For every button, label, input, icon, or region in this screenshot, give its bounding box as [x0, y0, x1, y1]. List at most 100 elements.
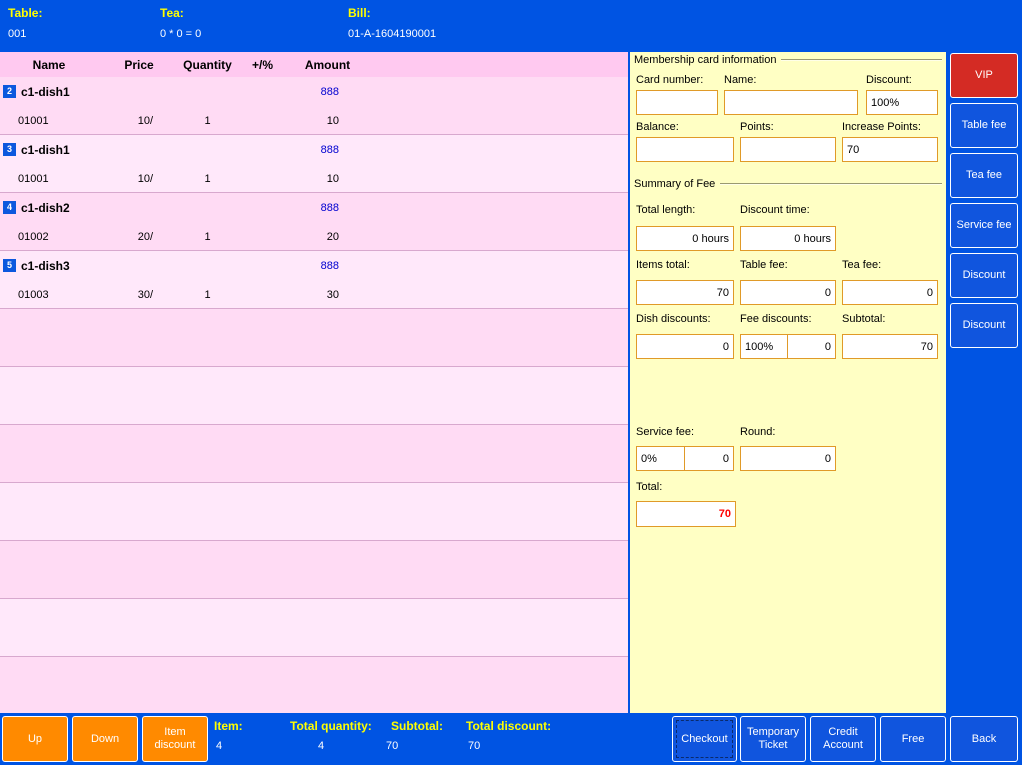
table-row[interactable]: 5 c1-dish3 888 01003 30/1 30: [0, 251, 628, 309]
balance-input[interactable]: [636, 137, 734, 162]
table-row-empty[interactable]: [0, 367, 628, 425]
dish-name: c1-dish2: [21, 200, 70, 215]
table-fee-label: Table fee:: [740, 259, 788, 271]
dish-code: 01003: [18, 288, 49, 301]
dish-quantity: 1: [204, 230, 211, 243]
group-line: [720, 183, 942, 185]
dish-price: 30/: [137, 288, 153, 301]
member-name-input[interactable]: [724, 90, 858, 115]
vip-button[interactable]: VIP: [950, 53, 1018, 98]
tea-label: Tea:: [160, 6, 184, 20]
dish-tag: 888: [320, 85, 339, 98]
service-fee-label: Service fee:: [636, 426, 695, 438]
down-button[interactable]: Down: [72, 716, 138, 762]
row-index-badge: 3: [3, 143, 16, 156]
dish-quantity: 1: [204, 288, 211, 301]
table-row-empty[interactable]: [0, 483, 628, 541]
subtotal-label: Subtotal:: [842, 313, 886, 325]
header-price: Price: [124, 57, 154, 72]
row-index-badge: 5: [3, 259, 16, 272]
group-line: [781, 59, 942, 61]
dish-quantity: 1: [204, 172, 211, 185]
table-row-empty[interactable]: [0, 657, 628, 713]
discount-button-1[interactable]: Discount: [950, 253, 1018, 298]
points-label: Points:: [740, 121, 774, 133]
tea-fee-button[interactable]: Tea fee: [950, 153, 1018, 198]
total-discount-value: 70: [468, 740, 481, 752]
dish-code: 01002: [18, 230, 49, 243]
discount-label: Discount:: [866, 74, 912, 86]
table-row[interactable]: 4 c1-dish2 888 01002 20/1 20: [0, 193, 628, 251]
total-label: Total:: [636, 481, 663, 493]
member-name-label: Name:: [724, 74, 757, 86]
dish-code: 01001: [18, 172, 49, 185]
increase-points-label: Increase Points:: [842, 121, 921, 133]
tea-fee-label: Tea fee:: [842, 259, 882, 271]
dish-discounts-label: Dish discounts:: [636, 313, 711, 325]
bill-value: 01-A-1604190001: [348, 28, 437, 40]
discount-input[interactable]: [866, 90, 938, 115]
total-input[interactable]: [636, 501, 736, 527]
table-row-empty[interactable]: [0, 599, 628, 657]
header-quantity: Quantity: [183, 57, 232, 72]
credit-account-button[interactable]: Credit Account: [810, 716, 876, 762]
total-discount-label: Total discount:: [466, 719, 552, 733]
table-row[interactable]: 3 c1-dish1 888 01001 10/1 10: [0, 135, 628, 193]
order-table-header: Name Price Quantity +/% Amount: [0, 52, 628, 77]
dish-amount: 30: [326, 288, 339, 301]
dish-code: 01001: [18, 114, 49, 127]
dish-amount: 10: [326, 114, 339, 127]
table-row-empty[interactable]: [0, 309, 628, 367]
fee-discounts-pct-input[interactable]: [740, 334, 788, 359]
item-discount-button[interactable]: Item discount: [142, 716, 208, 762]
card-number-label: Card number:: [636, 74, 704, 86]
item-count-value: 4: [216, 740, 223, 752]
fee-discounts-value-input[interactable]: [787, 334, 836, 359]
points-input[interactable]: [740, 137, 836, 162]
tea-fee-input[interactable]: [842, 280, 938, 305]
dish-name: c1-dish1: [21, 142, 70, 157]
item-count-label: Item:: [214, 719, 243, 733]
discount-time-label: Discount time:: [740, 204, 810, 216]
discount-button-2[interactable]: Discount: [950, 303, 1018, 348]
service-fee-value-input[interactable]: [684, 446, 734, 471]
card-number-input[interactable]: [636, 90, 718, 115]
balance-label: Balance:: [636, 121, 679, 133]
total-length-label: Total length:: [636, 204, 696, 216]
dish-price: 10/: [137, 172, 153, 185]
items-total-label: Items total:: [636, 259, 690, 271]
table-fee-button[interactable]: Table fee: [950, 103, 1018, 148]
dish-price: 10/: [137, 114, 153, 127]
dish-tag: 888: [320, 259, 339, 272]
fee-summary-group: Summary of Fee: [634, 178, 942, 190]
service-fee-pct-input[interactable]: [636, 446, 685, 471]
round-input[interactable]: [740, 446, 836, 471]
service-fee-button[interactable]: Service fee: [950, 203, 1018, 248]
tea-value: 0 * 0 = 0: [160, 28, 202, 40]
bottom-bar: Up Down Item discount Item: 4 Total quan…: [0, 713, 1022, 765]
top-bar: Table: 001 Tea: 0 * 0 = 0 Bill: 01-A-160…: [0, 0, 1022, 52]
back-button[interactable]: Back: [950, 716, 1018, 762]
increase-points-input[interactable]: [842, 137, 938, 162]
row-index-badge: 2: [3, 85, 16, 98]
dish-tag: 888: [320, 201, 339, 214]
up-button[interactable]: Up: [2, 716, 68, 762]
free-button[interactable]: Free: [880, 716, 946, 762]
total-length-input[interactable]: [636, 226, 734, 251]
dish-amount: 10: [326, 172, 339, 185]
membership-fee-panel: Membership card information Card number:…: [630, 52, 946, 713]
dish-discounts-input[interactable]: [636, 334, 734, 359]
header-amount: Amount: [304, 57, 351, 72]
row-index-badge: 4: [3, 201, 16, 214]
table-row-empty[interactable]: [0, 425, 628, 483]
table-row[interactable]: 2 c1-dish1 888 01001 10/1 10: [0, 77, 628, 135]
membership-group: Membership card information: [634, 54, 942, 66]
checkout-button[interactable]: Checkout: [672, 716, 737, 762]
discount-time-input[interactable]: [740, 226, 836, 251]
temporary-ticket-button[interactable]: Temporary Ticket: [740, 716, 806, 762]
table-fee-input[interactable]: [740, 280, 836, 305]
table-row-empty[interactable]: [0, 541, 628, 599]
subtotal-input[interactable]: [842, 334, 938, 359]
header-name: Name: [32, 57, 66, 72]
items-total-input[interactable]: [636, 280, 734, 305]
